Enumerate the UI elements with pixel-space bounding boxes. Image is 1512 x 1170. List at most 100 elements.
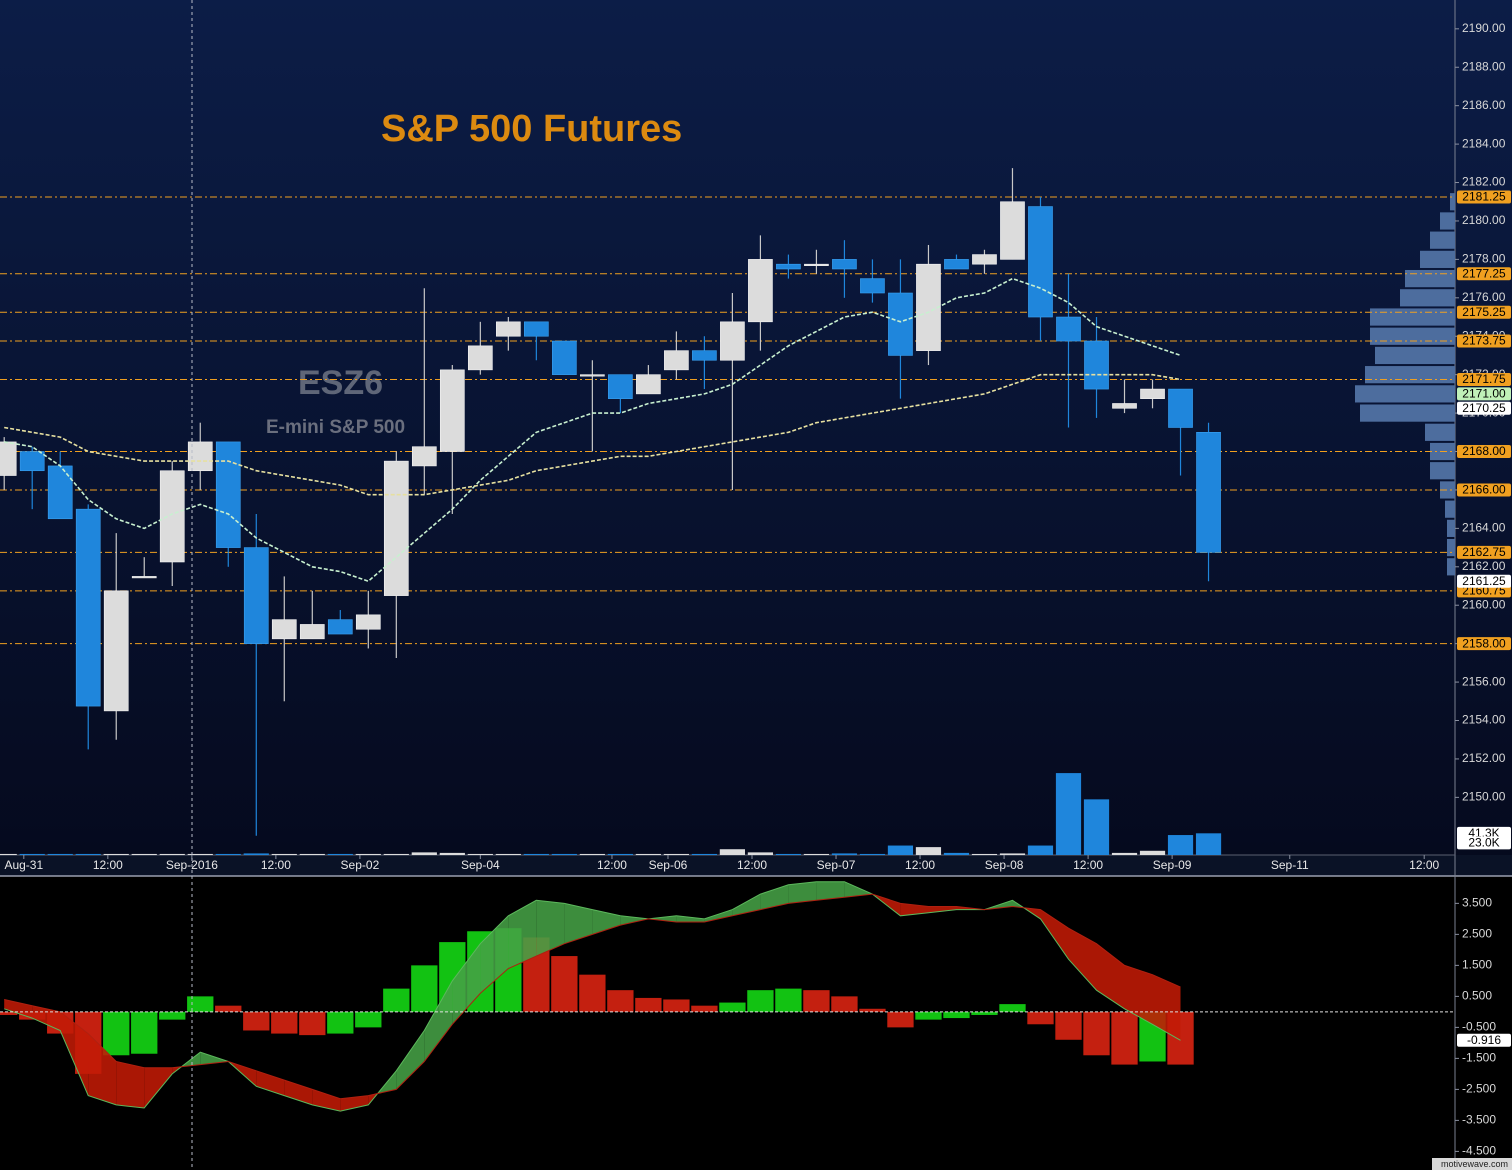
y-tick-label: -4.500	[1462, 1144, 1496, 1158]
y-tick-label: 2.500	[1462, 927, 1492, 941]
candle-body	[720, 321, 745, 361]
oscillator-area	[564, 903, 593, 944]
volume-bar	[691, 853, 717, 855]
chart-title: S&P 500 Futures	[381, 108, 682, 150]
histogram-bar	[859, 1008, 886, 1012]
volume-tag: 23.0K	[1468, 836, 1499, 850]
volume-bar	[355, 853, 381, 855]
histogram-bar	[103, 1011, 130, 1056]
candle-body	[131, 576, 157, 579]
volume-profile-bar	[1440, 212, 1455, 230]
oscillator-area	[928, 906, 957, 913]
volume-bar	[775, 853, 802, 855]
y-tick-label: -3.500	[1462, 1113, 1496, 1127]
volume-profile-bar	[1450, 193, 1455, 211]
candle-body	[355, 614, 381, 630]
candle-body	[383, 460, 409, 596]
x-tick-label: Sep-07	[817, 858, 856, 872]
histogram-bar	[999, 1004, 1026, 1012]
y-tick-label: 2186.00	[1462, 98, 1506, 112]
oscillator-area	[284, 1080, 313, 1105]
candle-body	[327, 619, 353, 635]
level-tag-box	[1457, 545, 1511, 559]
oscillator-area	[900, 903, 929, 916]
volume-profile-bar	[1370, 327, 1455, 345]
volume-bar	[971, 853, 998, 855]
volume-profile-bar	[1447, 538, 1455, 557]
oscillator-panel-background	[0, 877, 1512, 1170]
y-tick-label: 2180.00	[1462, 213, 1506, 227]
level-tag-box	[1457, 372, 1511, 386]
histogram-bar	[327, 1011, 354, 1034]
oscillator-area	[88, 1033, 117, 1105]
volume-bar	[299, 853, 325, 855]
volume-bar	[103, 853, 129, 855]
x-tick-label: Aug-31	[4, 858, 43, 872]
volume-bar	[635, 853, 661, 855]
volume-bar	[75, 853, 101, 855]
level-tag-box	[1457, 445, 1511, 459]
histogram-bar	[831, 996, 858, 1012]
volume-bar	[439, 852, 465, 855]
y-tick-label: 2188.00	[1462, 59, 1506, 73]
histogram-bar	[803, 990, 830, 1012]
watermark-name: E-mini S&P 500	[266, 417, 405, 438]
candle-body	[1168, 388, 1193, 428]
histogram-bar	[1083, 1011, 1110, 1056]
histogram-bar	[663, 999, 690, 1012]
x-tick-label: 12:00	[905, 858, 935, 872]
x-tick-label: Sep-09	[1153, 858, 1192, 872]
oscillator-area	[676, 915, 705, 922]
oscillator-area	[480, 915, 509, 994]
volume-bar	[47, 853, 73, 855]
volume-bar	[1027, 845, 1054, 855]
oscillator-area	[788, 881, 817, 904]
histogram-bar	[887, 1011, 914, 1028]
y-tick-label: 2184.00	[1462, 136, 1506, 150]
volume-bar	[719, 849, 746, 855]
candle-body	[1140, 388, 1165, 399]
volume-bar	[887, 845, 914, 855]
volume-profile-bar	[1440, 481, 1455, 499]
oscillator-area	[1068, 928, 1097, 991]
price-panel-background	[0, 0, 1512, 856]
footer: motivewave.com	[1441, 1159, 1508, 1169]
volume-bar	[215, 853, 241, 855]
oscillator-area	[1040, 909, 1069, 960]
volume-bar	[271, 853, 297, 855]
candle-body	[776, 263, 801, 270]
oscillator-area	[452, 943, 481, 1025]
volume-bar	[999, 853, 1026, 855]
y-tick-label: 2182.00	[1462, 175, 1506, 189]
oscillator-area	[396, 1030, 425, 1090]
volume-bar	[1139, 850, 1166, 855]
oscillator-area	[144, 1067, 173, 1108]
volume-bar	[663, 853, 689, 855]
candle-body	[159, 470, 185, 563]
oscillator-area	[116, 1061, 145, 1108]
candle-body	[664, 350, 689, 371]
histogram-bar	[607, 990, 634, 1012]
x-tick-label: 12:00	[1409, 858, 1439, 872]
histogram-bar	[131, 1011, 158, 1054]
level-tag: 2168.00	[1462, 444, 1506, 458]
oscillator-area	[508, 900, 537, 969]
volume-bar	[607, 853, 633, 855]
x-tick-label: Sep-02	[341, 858, 380, 872]
candle-body	[972, 254, 997, 265]
oscillator-area	[1096, 943, 1125, 1009]
time-axis-background	[0, 855, 1512, 876]
price-tag-box	[1457, 401, 1511, 415]
y-tick-label: 2162.00	[1462, 559, 1506, 573]
volume-bar	[579, 853, 605, 855]
x-tick-label: Sep-11	[1271, 858, 1309, 872]
y-tick-label: 2164.00	[1462, 521, 1506, 535]
volume-tag-box	[1457, 836, 1511, 850]
volume-bar	[131, 853, 157, 855]
volume-bar	[187, 853, 213, 855]
volume-bar	[523, 853, 549, 855]
histogram-bar	[691, 1005, 718, 1012]
histogram-bar	[775, 988, 802, 1012]
